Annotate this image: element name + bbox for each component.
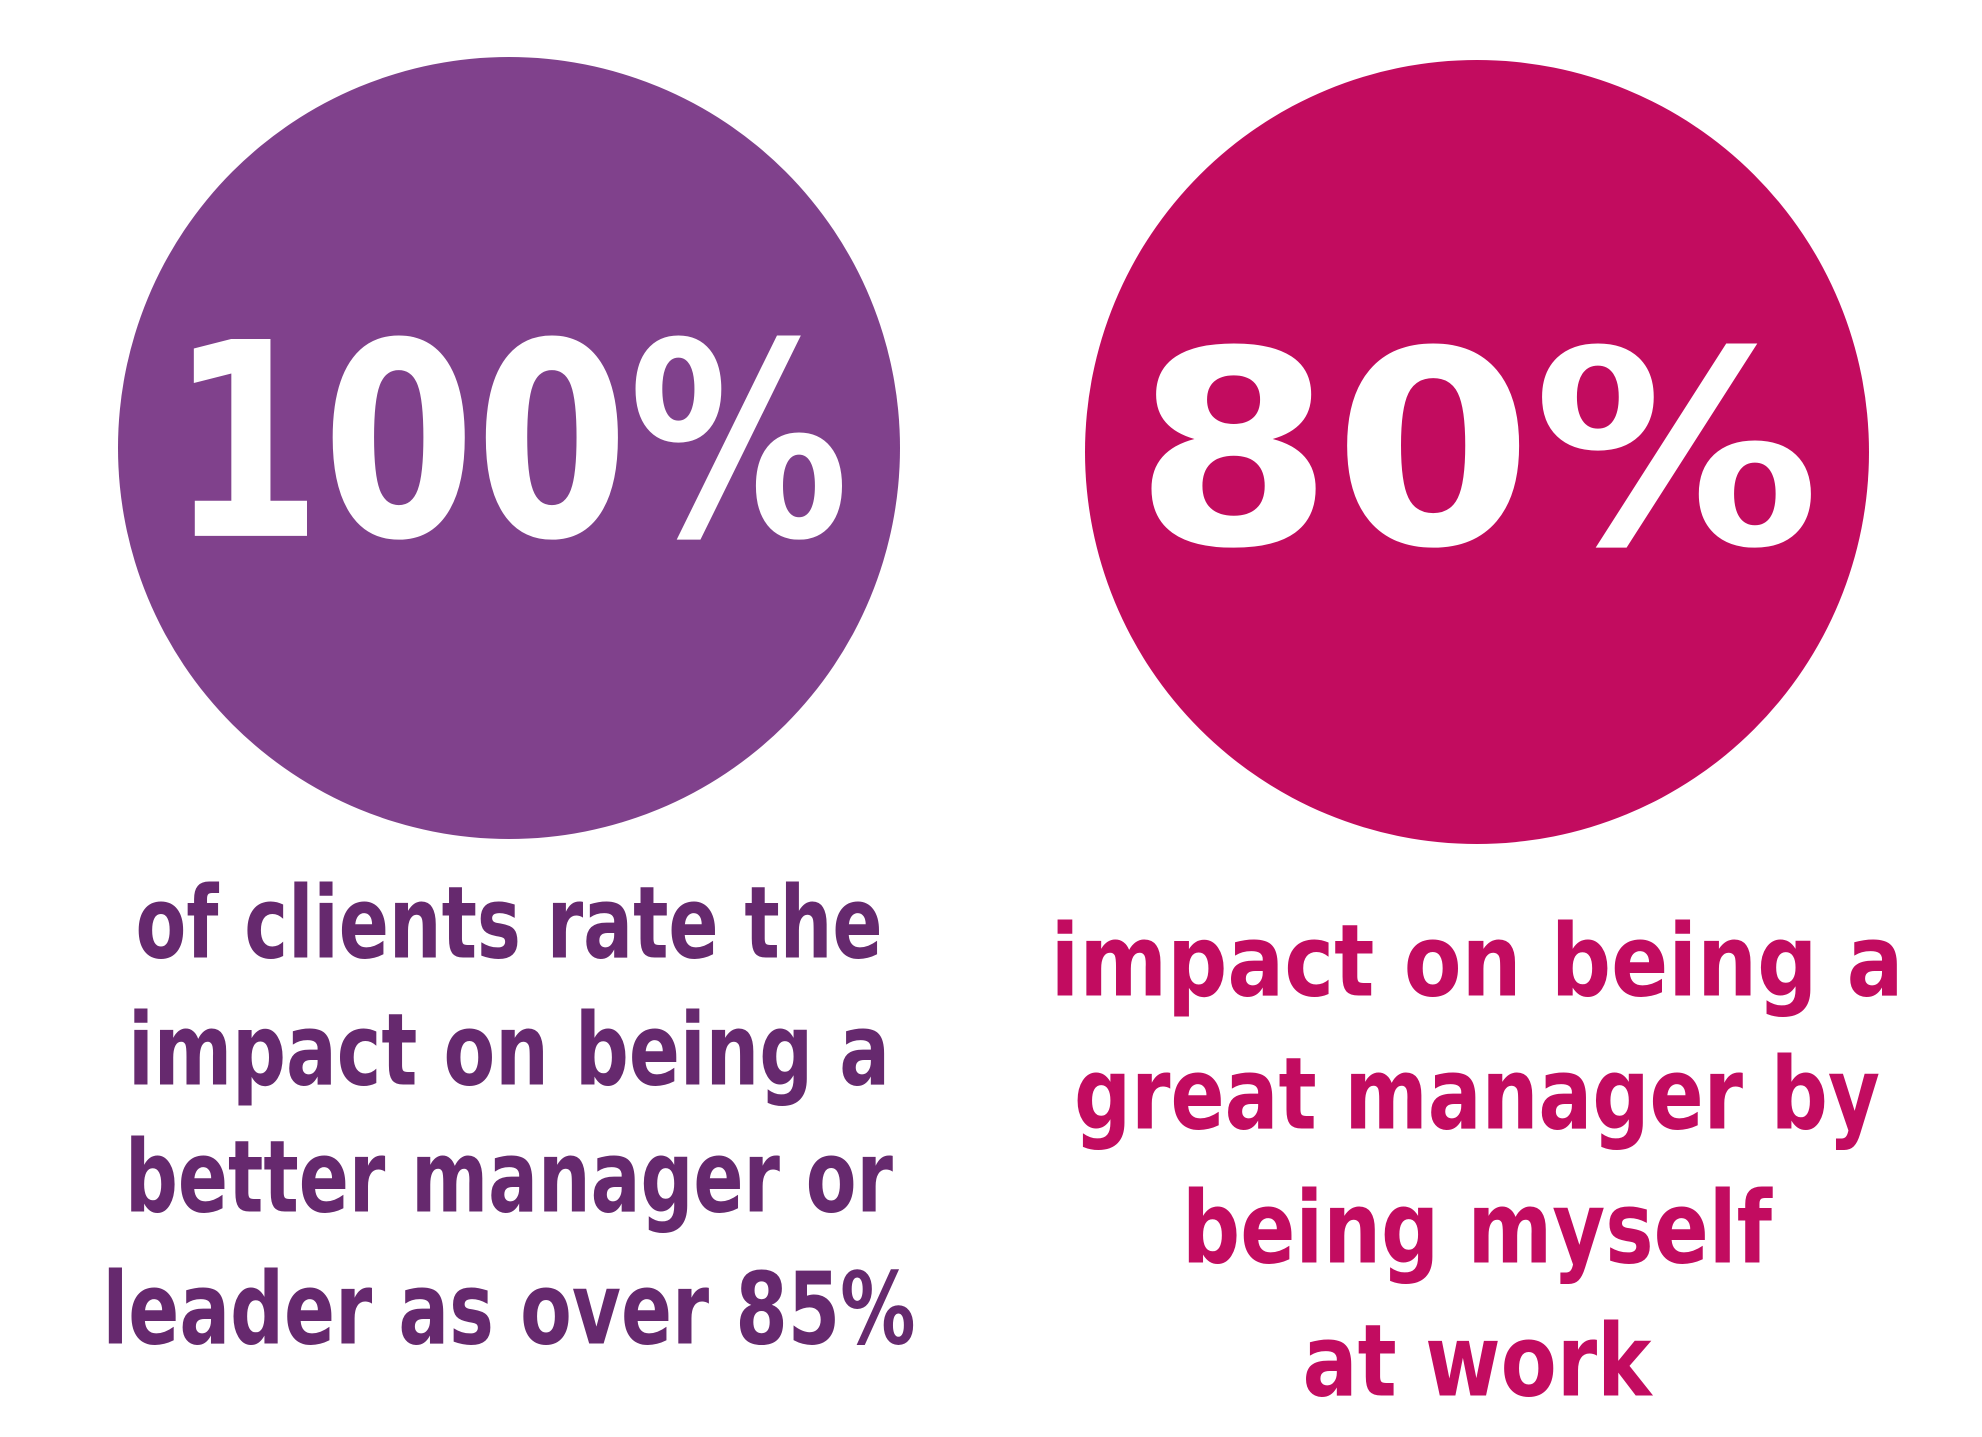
stat-right: 80% impact on being a great manager by b…	[1051, 60, 1904, 1419]
stat-value: 80%	[1134, 293, 1820, 608]
caption-line: being myself	[1182, 1169, 1773, 1286]
caption-line: impact on being a	[128, 991, 890, 1108]
stat-circle	[1085, 60, 1869, 844]
caption-line: impact on being a	[1051, 902, 1904, 1019]
caption-line: leader as over 85%	[103, 1250, 916, 1367]
caption-line: great manager by	[1074, 1035, 1880, 1152]
stat-value: 100%	[169, 285, 849, 600]
caption-line: better manager or	[125, 1118, 893, 1235]
stat-circle	[118, 57, 900, 839]
caption-line: at work	[1303, 1302, 1654, 1419]
caption-line: of clients rate the	[136, 864, 883, 981]
stat-left: 100% of clients rate the impact on being…	[103, 57, 916, 1367]
